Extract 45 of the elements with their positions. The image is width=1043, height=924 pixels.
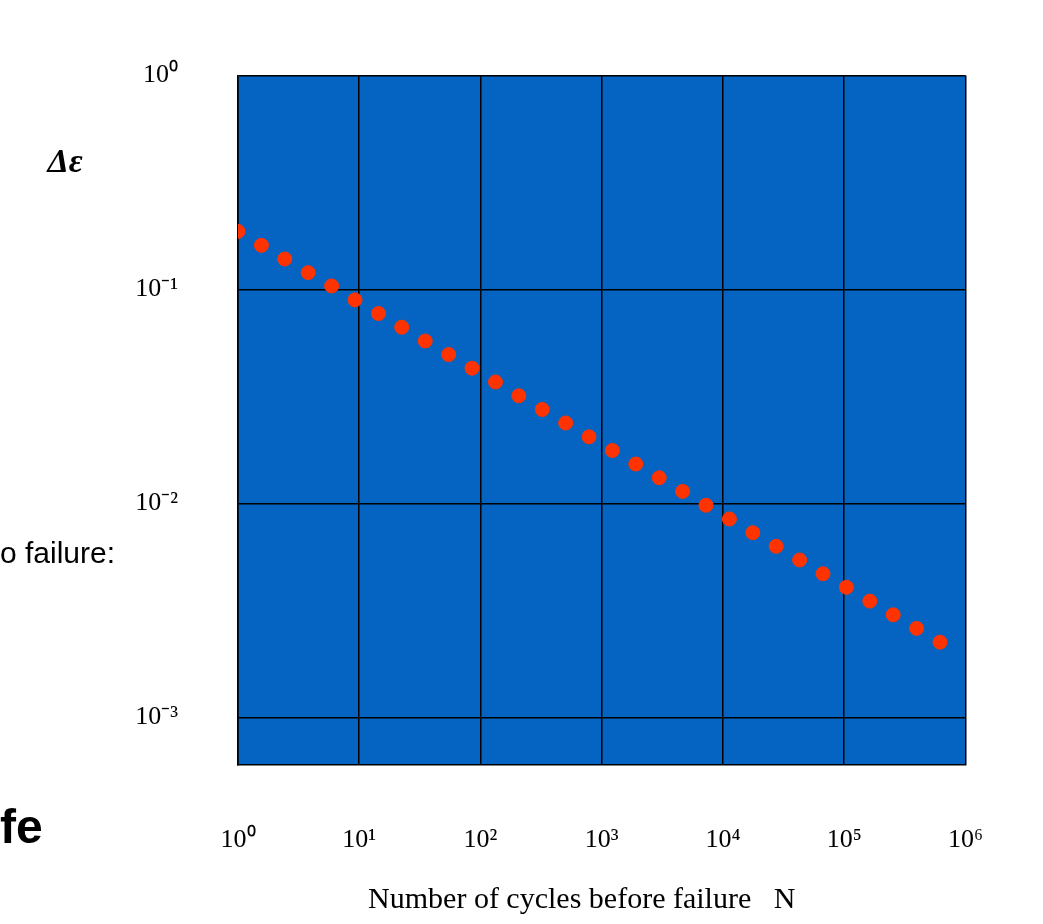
y-tick-label: 10⁻²: [135, 487, 179, 517]
point: [675, 483, 691, 499]
point: [558, 415, 574, 431]
point: [604, 442, 620, 458]
text: fe: [0, 800, 43, 854]
point: [394, 319, 410, 335]
point: [745, 525, 761, 541]
point: [253, 237, 269, 253]
point: [909, 620, 925, 636]
x-axis-title: Number of cycles before failure N: [368, 880, 796, 914]
point: [932, 634, 948, 650]
point: [815, 566, 831, 582]
point: [862, 593, 878, 609]
x-tick-label: 10³: [584, 824, 619, 854]
x-tick-label: 10⁴: [705, 824, 741, 854]
x-tick-label: 10²: [463, 824, 498, 854]
point: [277, 251, 293, 267]
x-tick-label: 10¹: [342, 824, 377, 854]
point: [370, 306, 386, 321]
point: [698, 497, 714, 513]
y-tick-label: 10⁻³: [135, 701, 179, 731]
point: [347, 292, 363, 308]
point: [511, 388, 527, 404]
point: [651, 470, 667, 486]
y-tick-label: 10⁻¹: [135, 273, 178, 303]
point: [581, 429, 597, 445]
point: [441, 347, 457, 363]
x-tick-label: 10⁶: [947, 824, 984, 854]
point: [300, 265, 316, 281]
text: o failure:: [0, 536, 116, 570]
point: [417, 333, 433, 349]
point: [464, 360, 480, 376]
point: [534, 402, 550, 418]
point: [885, 607, 901, 623]
point: [721, 511, 737, 527]
point: [792, 552, 808, 568]
y-tick-label: 10⁰: [143, 59, 178, 89]
x-tick-label: 10⁰: [220, 824, 256, 854]
point: [488, 374, 504, 390]
x-tick-label: 10⁵: [826, 824, 862, 854]
y-axis-title: Δε: [45, 141, 83, 179]
point: [768, 538, 784, 554]
point: [838, 579, 854, 595]
point: [324, 278, 340, 294]
point: [628, 456, 644, 472]
